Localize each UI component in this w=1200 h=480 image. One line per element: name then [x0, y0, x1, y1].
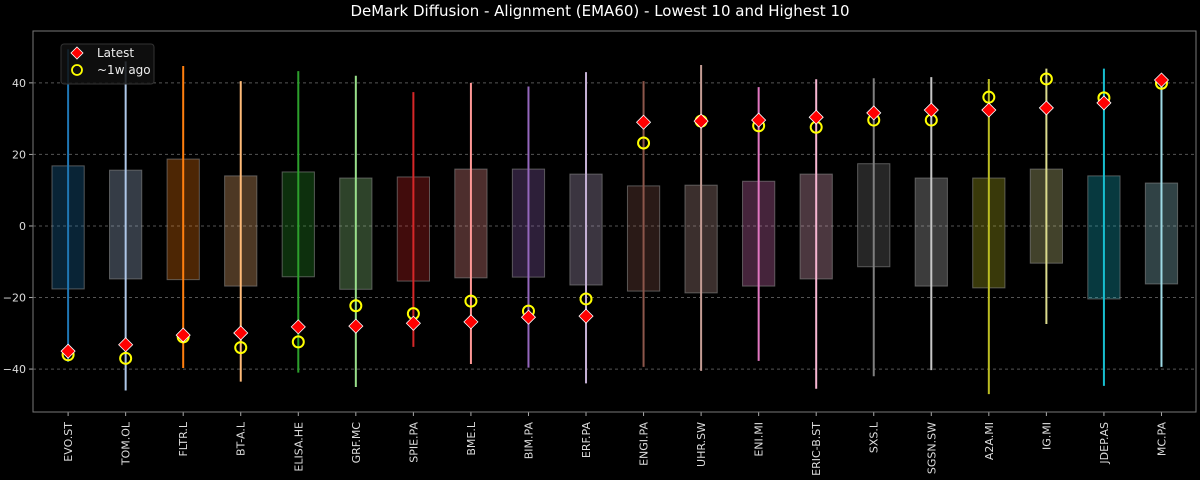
latest-marker-GRF.MC	[348, 318, 364, 334]
latest-marker-MC.PA	[1153, 72, 1170, 88]
legend: Latest ~1w ago	[60, 43, 155, 85]
chart-title: DeMark Diffusion - Alignment (EMA60) - L…	[350, 2, 849, 20]
x-tick-label: BT-A.L	[235, 421, 248, 456]
x-tick-label: SXS.L	[868, 421, 881, 453]
x-tick-label: TOM.OL	[120, 421, 133, 466]
latest-marker-JDEP.AS	[1096, 95, 1112, 111]
x-tick-label: FLTR.L	[177, 421, 190, 456]
x-tick-label: BIM.PA	[522, 422, 535, 460]
latest-marker-ENGI.PA	[635, 114, 652, 130]
latest-marker-ERF.PA	[578, 308, 594, 324]
y-tick-label: 40	[12, 77, 26, 90]
x-tick-label: ELISA.HE	[292, 422, 305, 472]
x-tick-label: JDEP.AS	[1098, 422, 1111, 465]
x-tick-label: EVO.ST	[62, 422, 75, 462]
latest-marker-FLTR.L	[175, 327, 191, 343]
latest-marker-SXS.L	[866, 105, 882, 121]
y-tick-label: −20	[3, 292, 26, 305]
prev-marker-TOM.OL	[119, 351, 133, 365]
prev-circle-icon	[71, 64, 83, 76]
prev-marker-BME.L	[464, 294, 478, 308]
prev-marker-BT-A.L	[234, 341, 248, 355]
latest-marker-TOM.OL	[118, 337, 134, 353]
latest-marker-EVO.ST	[60, 343, 76, 359]
latest-diamond-icon	[70, 46, 84, 60]
latest-marker-BT-A.L	[233, 325, 249, 341]
x-tick-label: BME.L	[465, 421, 478, 455]
y-tick-label: −40	[3, 363, 26, 376]
x-tick-label: SPIE.PA	[407, 422, 420, 463]
plot-frame	[32, 30, 1197, 413]
x-tick-label: GRF.MC	[350, 422, 363, 464]
x-tick-label: ERIC-B.ST	[810, 422, 823, 476]
latest-marker-BIM.PA	[520, 309, 537, 325]
x-tick-label: ERF.PA	[580, 422, 593, 459]
latest-marker-SPIE.PA	[405, 315, 421, 331]
y-axis: −40 −20 0 20 40	[3, 77, 33, 376]
prev-marker-ENGI.PA	[637, 136, 651, 150]
prev-marker-ERF.PA	[579, 292, 593, 306]
x-tick-label: ENGI.PA	[638, 422, 651, 466]
latest-marker-ELISA.HE	[290, 319, 306, 335]
latest-marker-A2A.MI	[981, 102, 997, 118]
latest-marker-BME.L	[463, 314, 479, 330]
grid	[33, 82, 1196, 370]
prev-marker-ELISA.HE	[291, 335, 305, 349]
latest-marker-UHR.SW	[693, 113, 709, 129]
x-axis: EVO.ST TOM.OL FLTR.L BT-A.L ELISA.HE GRF.MC SP…	[62, 412, 1168, 476]
legend-label-prev: ~1w ago	[97, 63, 151, 77]
latest-marker-IG.MI	[1038, 100, 1054, 116]
y-tick-label: 20	[12, 148, 26, 161]
plot-marks	[51, 49, 1179, 395]
x-tick-label: MC.PA	[1155, 422, 1168, 457]
x-tick-label: UHR.SW	[695, 422, 708, 467]
prev-marker-IG.MI	[1039, 72, 1053, 86]
latest-marker-ENI.MI	[751, 112, 767, 128]
x-tick-label: IG.MI	[1040, 422, 1053, 450]
x-tick-label: ENI.MI	[753, 422, 766, 457]
latest-marker-SGSN.SW	[923, 102, 939, 118]
latest-marker-ERIC-B.ST	[808, 109, 824, 125]
y-tick-label: 0	[19, 220, 26, 233]
legend-box	[60, 43, 155, 85]
prev-marker-GRF.MC	[349, 299, 363, 313]
x-tick-label: A2A.MI	[983, 422, 996, 460]
legend-label-latest: Latest	[97, 46, 134, 60]
x-tick-label: SGSN.SW	[925, 422, 938, 474]
